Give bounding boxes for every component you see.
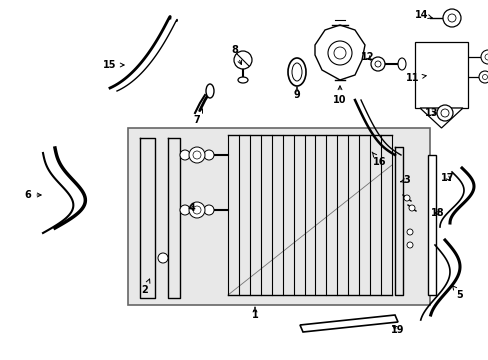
Text: 7: 7 — [193, 109, 202, 125]
Circle shape — [436, 105, 452, 121]
Text: 2: 2 — [142, 279, 150, 295]
Text: 11: 11 — [406, 73, 426, 83]
Text: 8: 8 — [231, 45, 241, 64]
Text: 3: 3 — [400, 175, 409, 185]
Circle shape — [484, 54, 488, 60]
Circle shape — [370, 57, 384, 71]
Circle shape — [203, 150, 214, 160]
Polygon shape — [299, 315, 397, 332]
Bar — [427, 155, 435, 295]
Text: 16: 16 — [371, 152, 386, 167]
Text: 10: 10 — [332, 86, 346, 105]
Circle shape — [408, 205, 414, 211]
Circle shape — [442, 9, 460, 27]
Text: 1: 1 — [251, 307, 258, 320]
Ellipse shape — [205, 84, 214, 98]
Text: 19: 19 — [390, 325, 404, 335]
Ellipse shape — [287, 58, 305, 86]
Circle shape — [234, 51, 251, 69]
Text: 4: 4 — [188, 203, 195, 213]
Text: 17: 17 — [440, 173, 454, 183]
Circle shape — [193, 151, 201, 159]
Circle shape — [193, 206, 201, 214]
Circle shape — [333, 47, 346, 59]
Text: 14: 14 — [414, 10, 431, 20]
Circle shape — [482, 75, 487, 80]
Ellipse shape — [397, 58, 405, 70]
Text: 9: 9 — [293, 87, 300, 100]
Circle shape — [478, 71, 488, 83]
Polygon shape — [314, 25, 364, 80]
Ellipse shape — [238, 77, 247, 83]
Bar — [414, 42, 467, 108]
Circle shape — [406, 229, 412, 235]
Circle shape — [180, 205, 190, 215]
Text: 13: 13 — [425, 108, 438, 118]
Bar — [128, 128, 429, 305]
Text: 18: 18 — [430, 208, 444, 218]
Text: 15: 15 — [103, 60, 124, 70]
Circle shape — [406, 242, 412, 248]
Circle shape — [189, 147, 204, 163]
Circle shape — [192, 150, 202, 160]
Circle shape — [158, 253, 168, 263]
Text: 12: 12 — [361, 52, 374, 62]
Circle shape — [440, 109, 448, 117]
Circle shape — [189, 202, 204, 218]
Circle shape — [374, 61, 380, 67]
Circle shape — [327, 41, 351, 65]
Circle shape — [447, 14, 455, 22]
Circle shape — [192, 205, 202, 215]
Circle shape — [403, 195, 409, 201]
Circle shape — [203, 205, 214, 215]
Polygon shape — [419, 108, 462, 128]
Text: 6: 6 — [24, 190, 41, 200]
Ellipse shape — [291, 63, 302, 81]
Text: 5: 5 — [451, 285, 463, 300]
Circle shape — [180, 150, 190, 160]
Circle shape — [480, 50, 488, 64]
